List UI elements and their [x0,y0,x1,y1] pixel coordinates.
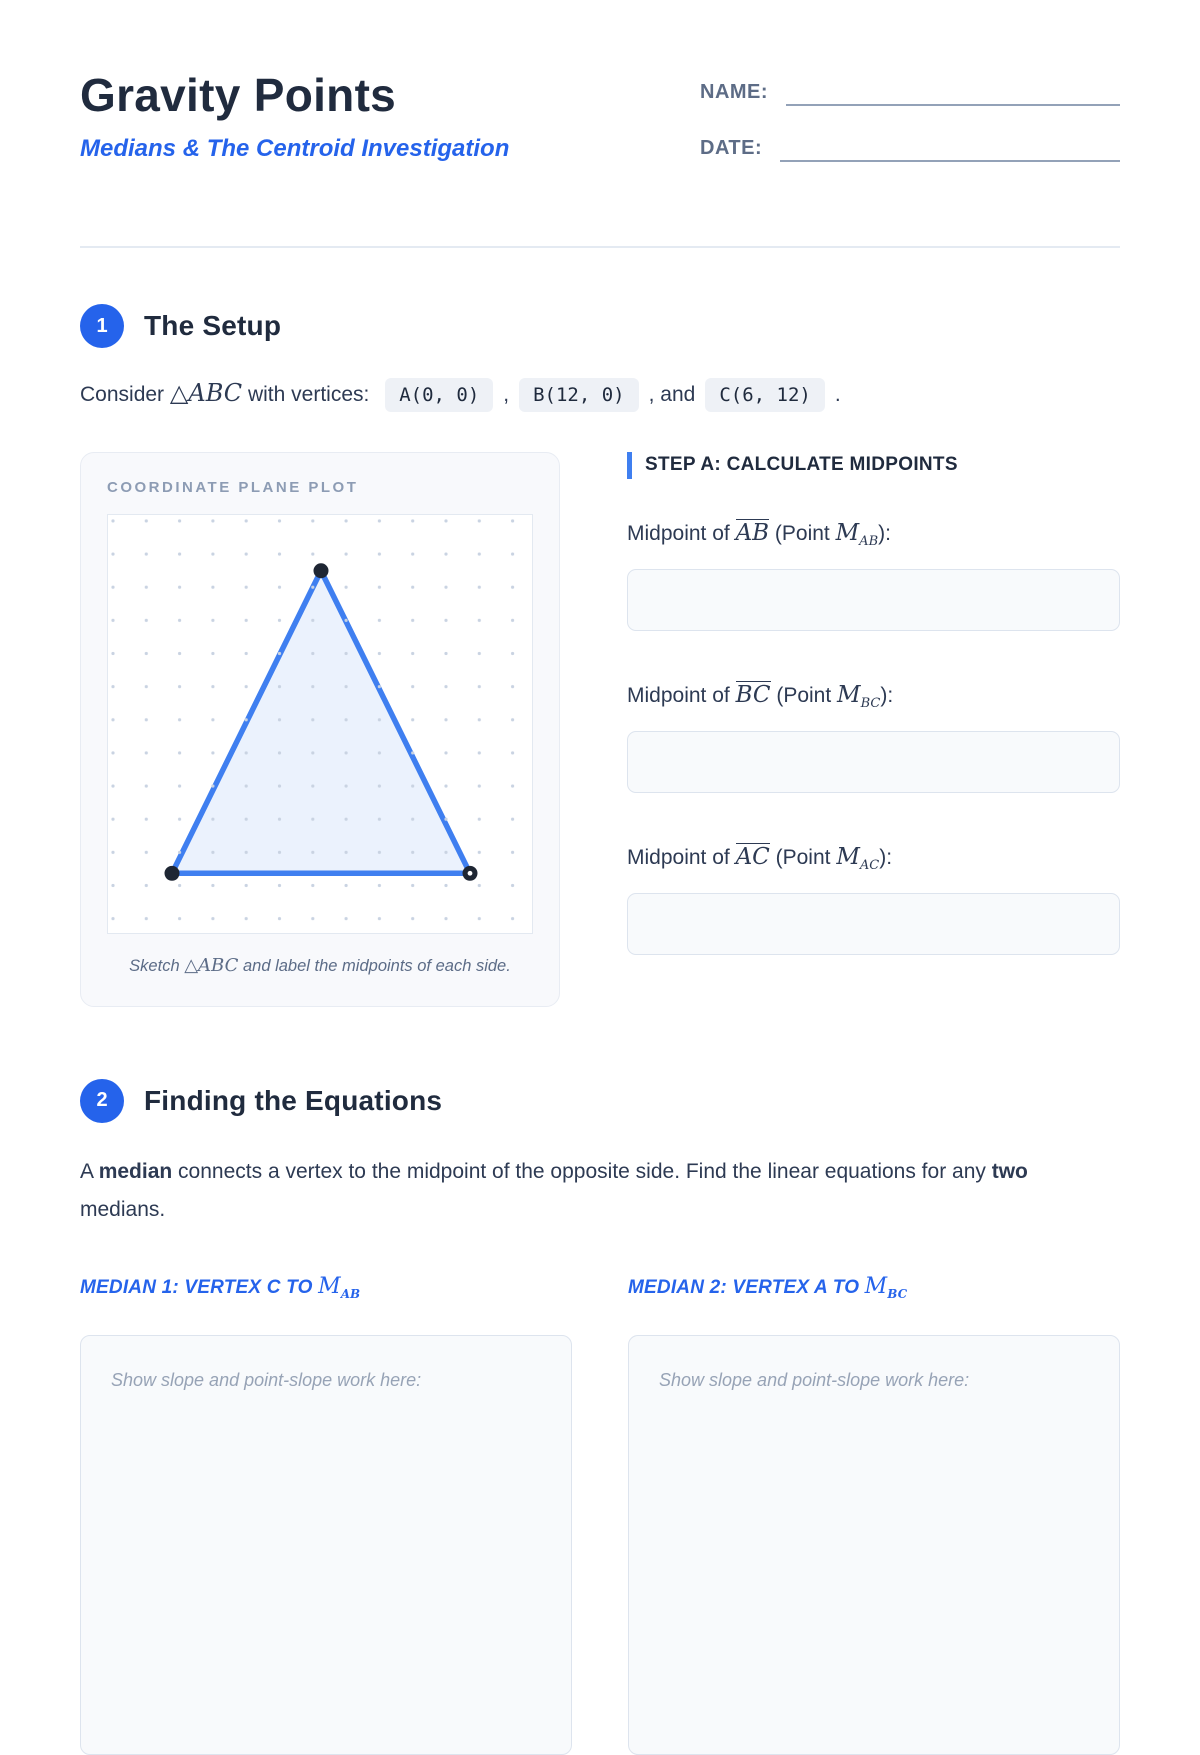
caption-prefix: Sketch [129,957,185,975]
midpoint-bc-mid: (Point [770,683,838,707]
median-2-column: MEDIAN 2: VERTEX A TO MBC Show slope and… [628,1274,1120,1755]
midpoint-ac-answer-box[interactable] [627,893,1120,956]
median-definition-paragraph: A median connects a vertex to the midpoi… [80,1153,1070,1229]
vertex-a-chip: A(0, 0) [385,378,494,412]
intro-sep2: , and [648,383,696,406]
para-seg-1: A [80,1159,99,1183]
intro-sep1: , [503,383,510,406]
midpoint-bc-suffix: ): [880,683,894,707]
caption-math: △ABC [184,955,238,976]
plot-card-label: COORDINATE PLANE PLOT [107,479,359,496]
section-1-header: 1 The Setup [80,304,1120,348]
point-m-ac-sub: AC [859,858,880,874]
triangle-abc-math: △ABC [170,379,242,407]
median-1-title-text: MEDIAN 1: VERTEX C TO [80,1277,319,1299]
point-m-bc: M [837,681,861,708]
section-1-number-badge: 1 [80,304,124,348]
dot-grid-overlay [108,515,532,933]
name-date-block: NAME: DATE: [700,70,1120,188]
vertex-b-chip: B(12, 0) [519,378,639,412]
name-label: NAME: [700,81,769,103]
intro-prefix: Consider [80,383,170,406]
coordinate-plot-card: COORDINATE PLANE PLOT Sk [80,452,560,1007]
triangle-name: ABC [188,379,243,407]
section-2-number-badge: 2 [80,1078,124,1123]
vertex-c-dot [313,563,329,579]
para-bold-two: two [991,1159,1028,1183]
para-bold-median: median [98,1159,173,1183]
median-1-m: M [318,1274,341,1300]
header: Gravity Points Medians & The Centroid In… [80,70,1120,188]
step-a-heading: STEP A: CALCULATE MIDPOINTS [627,452,1120,479]
midpoint-bc-label: Midpoint of BC (Point MBC): [627,680,1120,711]
median-1-column: MEDIAN 1: VERTEX C TO MAB Show slope and… [80,1274,572,1755]
intro-middle: with vertices: [242,383,376,406]
median-2-m: M [864,1274,888,1300]
para-seg-2: connects a vertex to the midpoint of the… [172,1159,992,1183]
median-1-placeholder: Show slope and point-slope work here: [111,1370,422,1391]
segment-ab-math: AB [735,518,770,546]
caption-triangle-symbol: △ [184,955,199,976]
intro-end: . [834,383,841,406]
caption-triangle-name: ABC [198,955,239,976]
midpoint-bc-prefix: Midpoint of [627,683,736,707]
page-title: Gravity Points [80,69,397,121]
midpoint-ab-prefix: Midpoint of [627,521,736,545]
name-row: NAME: [700,76,1120,106]
point-m-ab: M [835,519,860,546]
section-2-header: 2 Finding the Equations [80,1078,1120,1123]
header-divider [80,246,1120,248]
median-2-title-text: MEDIAN 2: VERTEX A TO [628,1277,865,1299]
median-2-m-sub: BC [887,1287,908,1302]
point-m-bc-sub: BC [860,695,881,711]
para-seg-3: medians. [80,1197,166,1221]
date-row: DATE: [700,132,1120,162]
midpoint-ac-suffix: ): [879,845,893,869]
midpoint-bc-answer-box[interactable] [627,730,1120,793]
segment-ac-math: AC [735,842,770,870]
point-m-ac: M [836,843,860,870]
caption-suffix: and label the midpoints of each side. [238,957,511,975]
page-subtitle: Medians & The Centroid Investigation [80,134,510,162]
step-a-column: STEP A: CALCULATE MIDPOINTS Midpoint of … [627,452,1120,1007]
date-label: DATE: [700,137,763,159]
median-1-work-box[interactable]: Show slope and point-slope work here: [80,1335,572,1755]
midpoint-ac-label: Midpoint of AC (Point MAC): [627,842,1120,874]
point-m-ab-sub: AB [859,533,879,549]
coordinate-plot-svg [108,515,532,933]
midpoint-ab-label: Midpoint of AB (Point MAB): [627,518,1120,549]
midpoint-ab-suffix: ): [878,521,891,545]
midpoint-ac-prefix: Midpoint of [627,845,736,869]
vertex-c-chip: C(6, 12) [705,378,825,412]
date-input[interactable] [780,132,1120,162]
section-1-title: The Setup [144,310,282,341]
midpoint-ab-mid: (Point [769,521,836,545]
header-titles: Gravity Points Medians & The Centroid In… [80,70,509,163]
plot-area[interactable] [107,514,533,934]
median-2-title: MEDIAN 2: VERTEX A TO MBC [628,1274,1120,1301]
median-2-placeholder: Show slope and point-slope work here: [659,1370,970,1391]
median-work-columns: MEDIAN 1: VERTEX C TO MAB Show slope and… [80,1274,1120,1755]
median-2-work-box[interactable]: Show slope and point-slope work here: [628,1335,1120,1755]
median-1-m-sub: AB [340,1287,361,1302]
midpoint-ab-answer-box[interactable] [627,568,1120,631]
vertex-b-grid-dot [467,870,473,876]
triangle-symbol: △ [169,379,189,407]
plot-caption: Sketch △ABC and label the midpoints of e… [107,952,533,980]
setup-intro: Consider △ABC with vertices: A(0, 0), B(1… [80,378,1120,412]
vertex-a-dot [164,865,180,881]
midpoint-ac-mid: (Point [769,845,837,869]
segment-bc-math: BC [735,680,771,708]
name-input[interactable] [786,76,1120,106]
median-1-title: MEDIAN 1: VERTEX C TO MAB [80,1274,572,1301]
section-2-title: Finding the Equations [144,1084,443,1116]
